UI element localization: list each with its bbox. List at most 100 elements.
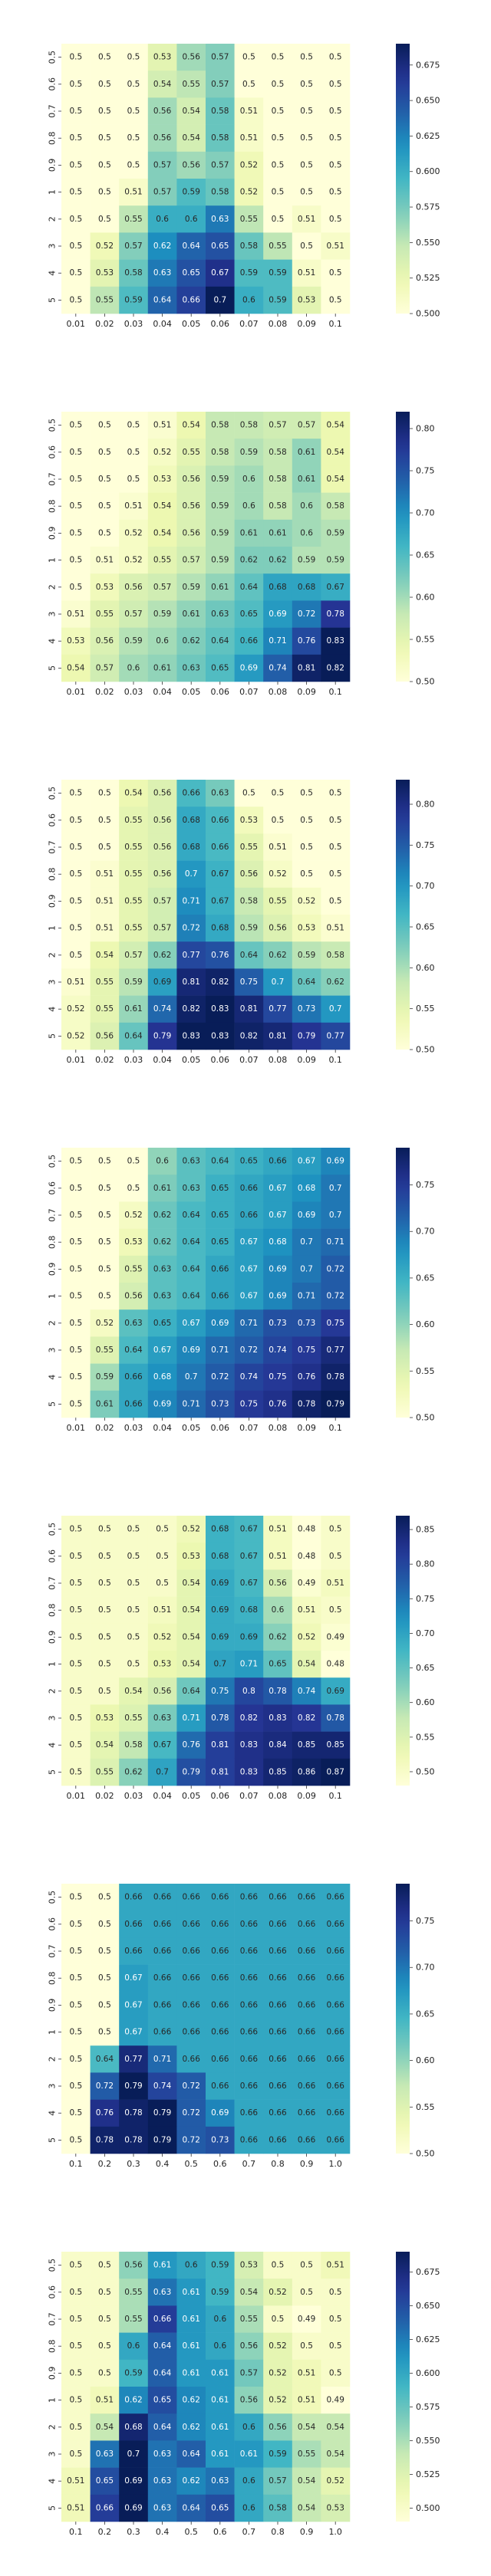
heatmap-cell	[176, 1731, 206, 1760]
cell-value-label: 0.67	[298, 1157, 315, 1166]
heatmap-cell	[292, 1937, 321, 1965]
heatmap-cell	[147, 2494, 177, 2522]
cell-value-label: 0.5	[127, 1552, 140, 1561]
cell-value-label: 0.69	[269, 1264, 286, 1273]
heatmap-cell	[176, 1336, 206, 1364]
cell-value-label: 0.5	[300, 869, 313, 879]
heatmap-cell	[263, 439, 293, 466]
cell-value-label: 0.6	[185, 2261, 198, 2270]
heatmap-cell	[176, 1911, 206, 1938]
heatmap-cell	[90, 627, 120, 656]
heatmap-cell	[90, 1255, 120, 1283]
heatmap-cell	[234, 465, 264, 493]
cell-value-label: 0.66	[298, 1893, 316, 1902]
heatmap-cell	[321, 1543, 351, 1570]
cell-value-label: 0.64	[298, 978, 316, 987]
cell-value-label: 0.66	[269, 2055, 287, 2064]
x-tick-label: 0.04	[153, 1791, 172, 1801]
heatmap-cell	[263, 2332, 293, 2361]
cell-value-label: 0.5	[329, 2288, 342, 2297]
cell-value-label: 0.64	[96, 2055, 114, 2064]
heatmap-cell	[176, 1991, 206, 2019]
heatmap-cell	[61, 71, 91, 98]
heatmap-cell	[206, 1964, 235, 1993]
cell-value-label: 0.74	[153, 2082, 172, 2091]
heatmap-cell	[234, 2099, 264, 2128]
cell-value-label: 0.64	[211, 636, 229, 646]
cell-value-label: 0.63	[183, 1157, 200, 1166]
cell-value-label: 0.55	[124, 816, 142, 825]
cell-value-label: 0.66	[298, 1973, 316, 1983]
cell-value-label: 0.5	[69, 1579, 82, 1588]
heatmap-cell	[90, 71, 120, 98]
cell-value-label: 0.86	[298, 1767, 316, 1776]
cell-value-label: 0.5	[98, 1211, 111, 1220]
y-tick-label: 5	[48, 1033, 58, 1039]
heatmap-cell	[119, 2019, 149, 2046]
cell-value-label: 0.75	[327, 1319, 344, 1328]
cell-value-label: 0.76	[211, 951, 229, 960]
cell-value-label: 0.69	[327, 1687, 344, 1696]
cell-value-label: 0.59	[240, 924, 258, 933]
y-tick-label: 0.8	[48, 1603, 58, 1617]
cell-value-label: 0.7	[213, 295, 226, 304]
cell-value-label: 0.5	[329, 107, 342, 116]
heatmap-cell	[321, 44, 351, 71]
heatmap-cell	[90, 1596, 120, 1625]
colorbar-tick-label: 0.55	[416, 1732, 435, 1742]
cell-value-label: 0.5	[69, 869, 82, 879]
cell-value-label: 0.53	[153, 475, 171, 484]
heatmap-cell	[147, 2305, 177, 2333]
heatmap-cell	[263, 600, 293, 628]
heatmap-cell	[176, 1884, 206, 1911]
heatmap-cell	[206, 1022, 235, 1050]
cell-value-label: 0.5	[272, 789, 285, 798]
x-tick-label: 0.01	[67, 1423, 86, 1433]
cell-value-label: 0.54	[153, 501, 172, 511]
heatmap-cell	[61, 1623, 91, 1651]
cell-value-label: 0.5	[329, 816, 342, 825]
heatmap-cell	[147, 1201, 177, 1229]
heatmap-cell	[147, 2126, 177, 2154]
heatmap-cell	[292, 205, 321, 233]
cell-value-label: 0.61	[298, 475, 315, 484]
cell-value-label: 0.6	[242, 2423, 255, 2432]
cell-value-label: 0.5	[156, 1552, 169, 1561]
cell-value-label: 0.66	[269, 2028, 287, 2037]
cell-value-label: 0.5	[69, 789, 82, 798]
cell-value-label: 0.62	[183, 636, 200, 646]
cell-value-label: 0.57	[153, 160, 171, 169]
heatmap-cell	[321, 259, 351, 288]
heatmap-cell	[90, 654, 120, 682]
y-tick-label: 0.8	[48, 499, 58, 513]
cell-value-label: 0.58	[269, 475, 286, 484]
heatmap-cell	[234, 259, 264, 288]
heatmap-cell	[176, 1623, 206, 1651]
cell-value-label: 0.5	[329, 268, 342, 278]
cell-value-label: 0.66	[183, 295, 201, 304]
x-tick-label: 0.04	[153, 1423, 172, 1433]
heatmap-cell	[206, 600, 235, 628]
cell-value-label: 0.48	[298, 1525, 315, 1534]
cell-value-label: 0.61	[183, 2315, 200, 2324]
heatmap-cell	[147, 2332, 177, 2361]
heatmap-cell	[206, 439, 235, 466]
y-tick-label: 0.7	[48, 104, 58, 118]
heatmap-cell	[263, 1731, 293, 1760]
cell-value-label: 0.5	[98, 1157, 111, 1166]
heatmap-cell	[90, 780, 120, 807]
y-tick-label: 2	[48, 216, 58, 222]
y-tick-label: 0.6	[48, 813, 58, 827]
cell-value-label: 0.6	[127, 2341, 140, 2351]
cell-value-label: 0.5	[69, 2108, 82, 2118]
heatmap-cell	[292, 627, 321, 656]
cell-value-label: 0.5	[69, 133, 82, 143]
cell-value-label: 0.66	[124, 1372, 143, 1382]
heatmap-cell	[61, 2494, 91, 2522]
heatmap-cell	[176, 2305, 206, 2333]
colorbar-tick-label: 0.55	[416, 1366, 435, 1376]
cell-value-label: 0.55	[240, 2315, 258, 2324]
cell-value-label: 0.68	[153, 1372, 171, 1382]
heatmap-cell	[263, 1596, 293, 1625]
heatmap-cell	[292, 915, 321, 942]
